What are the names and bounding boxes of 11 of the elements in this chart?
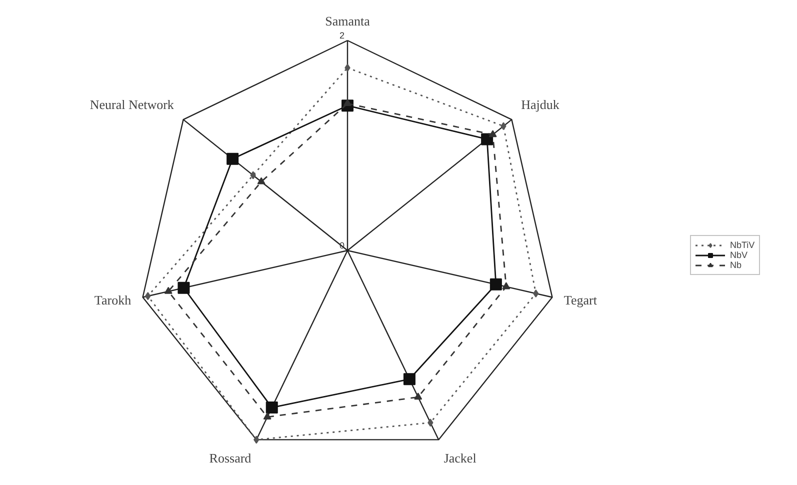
spoke-label: Tegart	[564, 292, 598, 308]
spoke-label: Hajduk	[521, 97, 560, 112]
legend-label: Nb	[730, 260, 743, 270]
legend-label: NbV	[730, 250, 749, 260]
spoke-label: Samanta	[325, 14, 370, 28]
spoke-label: Neural Network	[90, 97, 174, 112]
legend-label: NbTiV	[730, 240, 755, 250]
spoke-label: Tarokh	[94, 292, 132, 308]
spoke-label: Rossard	[209, 450, 252, 466]
spoke-label: Jackel	[444, 450, 477, 466]
y-tick-label: 2	[339, 30, 345, 40]
